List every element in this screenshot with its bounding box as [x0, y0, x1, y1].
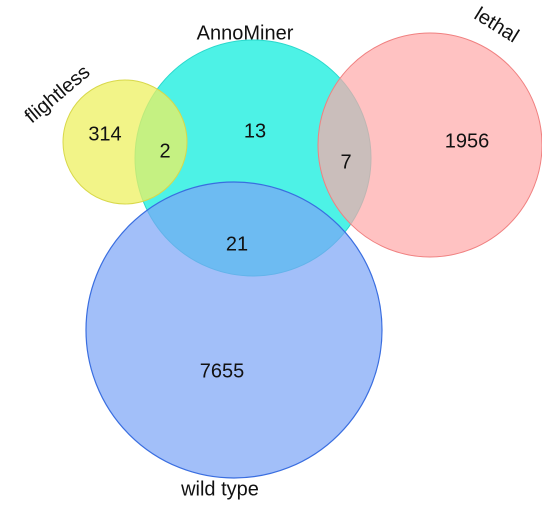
- set-label: wild type: [180, 478, 259, 500]
- region-count: 314: [88, 123, 121, 145]
- region-count: 7: [340, 151, 351, 173]
- region-count: 1956: [445, 130, 490, 152]
- set-label: AnnoMiner: [197, 22, 294, 44]
- region-count: 21: [226, 233, 248, 255]
- wild-type-circle: [85, 181, 383, 479]
- flightless-circle: [62, 79, 188, 205]
- set-label: lethal: [470, 3, 522, 47]
- region-count: 13: [244, 120, 266, 142]
- lethal-circle: [317, 32, 542, 258]
- region-count: 7655: [200, 360, 245, 382]
- region-count: 2: [159, 140, 170, 162]
